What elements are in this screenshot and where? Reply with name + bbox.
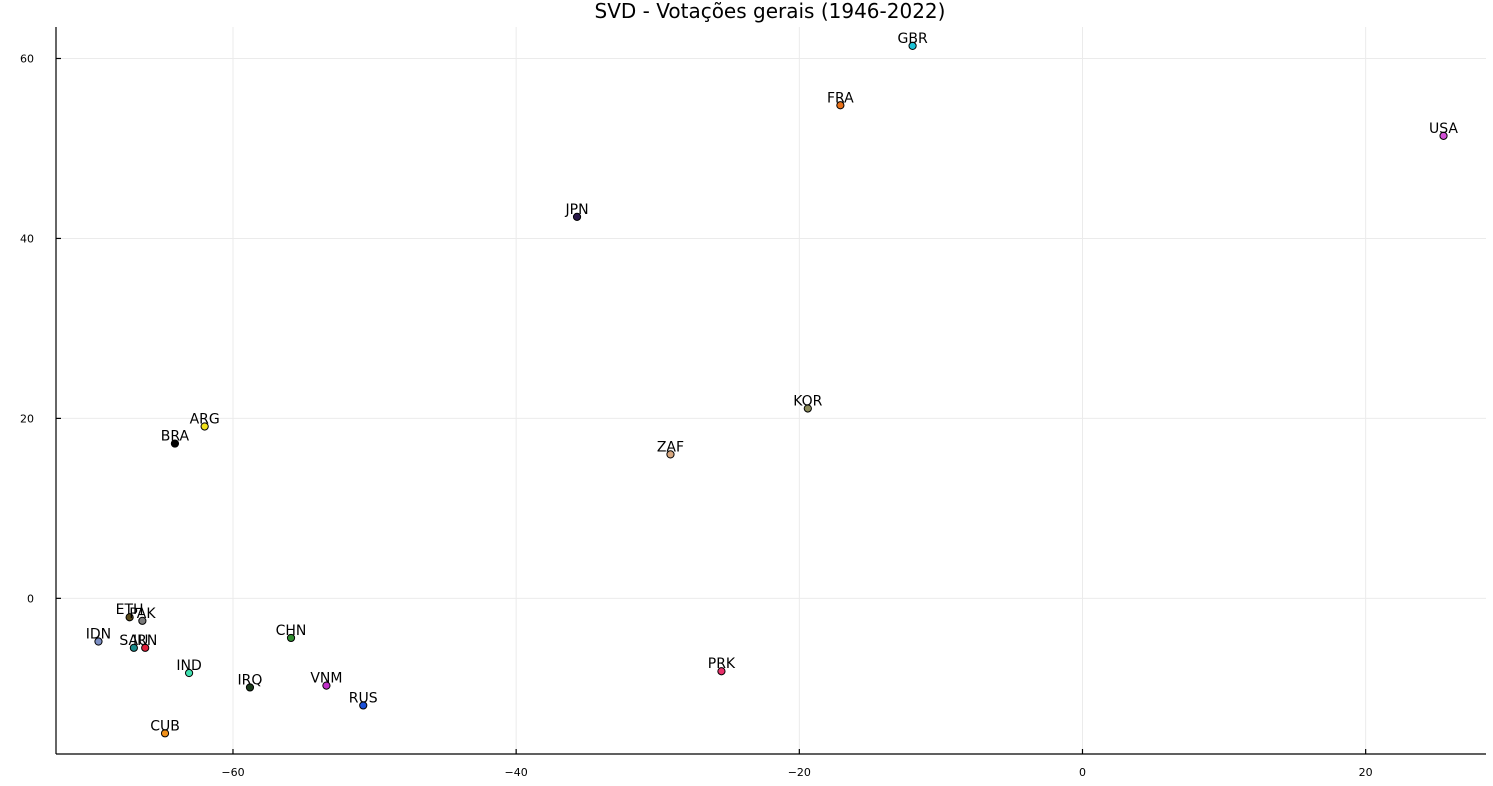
point-label: IRN <box>133 633 157 649</box>
point-label: VNM <box>310 671 342 687</box>
data-point-arg: ARG <box>190 411 220 431</box>
data-point-zaf: ZAF <box>657 439 684 459</box>
point-label: IDN <box>86 627 111 643</box>
point-marker <box>170 439 180 448</box>
point-marker <box>129 643 138 652</box>
point-marker <box>125 613 134 622</box>
point-marker <box>572 212 582 221</box>
point-label: ETH <box>116 602 144 618</box>
point-marker <box>666 450 675 459</box>
data-point-sau: SAU <box>119 633 148 652</box>
x-tick-label: −60 <box>221 766 244 779</box>
y-tick-label: 40 <box>20 232 34 245</box>
chart-title: SVD - Votações gerais (1946-2022) <box>595 0 946 23</box>
data-point-ind: IND <box>176 658 202 678</box>
point-label: BRA <box>161 429 190 445</box>
point-marker <box>200 422 209 431</box>
data-point-fra: FRA <box>827 90 854 110</box>
point-label: KOR <box>793 393 822 409</box>
data-point-jpn: JPN <box>565 202 589 221</box>
grid-lines <box>56 27 1486 754</box>
data-point-prk: PRK <box>708 656 736 676</box>
point-marker <box>322 681 331 690</box>
data-point-chn: CHN <box>276 623 307 643</box>
point-label: CHN <box>276 623 307 639</box>
data-point-irn: IRN <box>133 633 157 652</box>
data-point-rus: RUS <box>349 690 378 710</box>
point-marker <box>245 683 255 692</box>
data-point-bra: BRA <box>161 429 190 448</box>
point-label: IND <box>176 658 201 674</box>
point-marker <box>160 729 170 738</box>
point-marker <box>908 41 917 50</box>
point-label: PAK <box>129 606 156 622</box>
x-tick-label: 0 <box>1079 766 1086 779</box>
point-label: ARG <box>190 411 220 427</box>
point-marker <box>138 616 147 625</box>
point-marker <box>1439 131 1448 140</box>
axes <box>55 27 1486 755</box>
point-label: IRQ <box>238 672 263 688</box>
point-label: JPN <box>565 202 589 218</box>
x-tick-label: −20 <box>788 766 811 779</box>
data-point-idn: IDN <box>86 627 111 646</box>
point-marker <box>184 668 194 678</box>
x-tick-label: 20 <box>1359 766 1373 779</box>
point-label: ZAF <box>657 439 684 455</box>
point-marker <box>717 667 726 676</box>
tick-labels: −60 −40 −20 0 20 0 20 40 60 <box>20 52 1373 779</box>
point-marker <box>359 701 368 710</box>
data-point-kor: KOR <box>793 393 823 413</box>
point-label: RUS <box>349 690 378 706</box>
point-label: SAU <box>119 633 148 649</box>
y-tick-label: 60 <box>20 52 34 65</box>
point-label: FRA <box>827 90 854 106</box>
y-tick-label: 20 <box>20 412 34 425</box>
point-marker <box>286 633 296 643</box>
data-point-pak: PAK <box>129 606 156 625</box>
point-label: USA <box>1429 121 1458 137</box>
point-label: PRK <box>708 656 736 672</box>
data-point-usa: USA <box>1429 121 1458 140</box>
data-point-irq: IRQ <box>238 672 263 692</box>
data-point-eth: ETH <box>116 602 144 622</box>
point-marker <box>141 643 150 652</box>
point-marker <box>836 101 845 110</box>
point-label: GBR <box>897 31 927 47</box>
data-point-cub: CUB <box>150 718 180 738</box>
x-tick-label: −40 <box>505 766 528 779</box>
data-point-gbr: GBR <box>897 31 928 50</box>
data-point-vnm: VNM <box>310 671 342 690</box>
point-label: CUB <box>150 718 180 734</box>
point-marker <box>803 404 812 413</box>
y-tick-label: 0 <box>27 592 34 605</box>
point-marker <box>94 637 103 646</box>
